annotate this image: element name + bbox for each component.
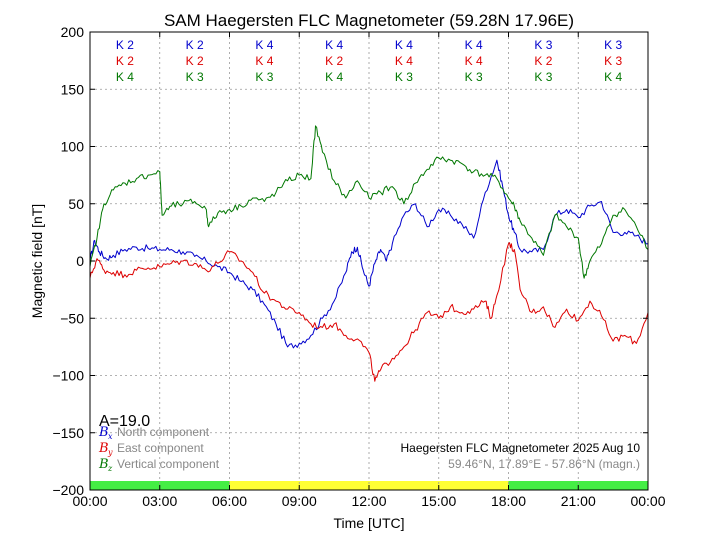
k-index-vertical: K 3 <box>186 70 204 84</box>
y-tick-label: −100 <box>52 368 84 384</box>
k-index-east: K 2 <box>116 54 134 68</box>
k-index-vertical: K 4 <box>116 70 134 84</box>
k-index-east: K 3 <box>604 54 622 68</box>
legend-symbol-subscript: x <box>108 432 113 441</box>
station-info-line2: 59.46°N, 17.89°E - 57.86°N (magn.) <box>448 457 640 471</box>
tick-labels: 00:00 03:00 06:00 09:00 12:00 15:00 18:00 21:00… <box>52 24 665 509</box>
legend-symbol: B <box>98 425 109 440</box>
k-index-north: K 3 <box>534 38 552 52</box>
k-index-north: K 4 <box>465 38 483 52</box>
grid-lines <box>90 32 648 490</box>
y-tick-label: −200 <box>52 482 84 498</box>
legend-entry-label: North component <box>117 425 210 439</box>
y-tick-label: 50 <box>68 196 84 212</box>
k-index-east: K 2 <box>325 54 343 68</box>
x-tick-label: 12:00 <box>351 493 386 509</box>
k-index-vertical: K 3 <box>534 70 552 84</box>
k-index-east: K 2 <box>534 54 552 68</box>
a-index-label: A=19.0 <box>99 413 150 430</box>
y-tick-label: 200 <box>61 24 85 40</box>
k-index-vertical: K 3 <box>395 70 413 84</box>
k-index-north: K 2 <box>116 38 134 52</box>
k-index-vertical: K 3 <box>465 70 483 84</box>
series-layer <box>89 125 649 382</box>
k-index-vertical: K 3 <box>255 70 273 84</box>
k-index-north: K 4 <box>325 38 343 52</box>
x-tick-label: 00:00 <box>72 493 107 509</box>
x-tick-label: 03:00 <box>142 493 177 509</box>
axis-ticks <box>89 31 649 491</box>
k-index-east: K 4 <box>255 54 273 68</box>
y-tick-label: −150 <box>52 425 84 441</box>
x-tick-label: 15:00 <box>421 493 456 509</box>
y-tick-label: 0 <box>76 253 84 269</box>
legend-symbol-subscript: y <box>107 448 113 457</box>
k-index-east: K 4 <box>465 54 483 68</box>
k-index-east: K 2 <box>186 54 204 68</box>
legend-symbol: B <box>98 441 109 456</box>
legend-symbol: B <box>98 457 109 472</box>
y-tick-label: 150 <box>61 81 85 97</box>
x-tick-label: 00:00 <box>630 493 665 509</box>
x-tick-label: 09:00 <box>282 493 317 509</box>
legend-entry-label: Vertical component <box>117 457 220 471</box>
legend-symbol-subscript: z <box>107 464 113 473</box>
k-index-vertical: K 4 <box>325 70 343 84</box>
x-tick-label: 18:00 <box>491 493 526 509</box>
y-tick-label: 100 <box>61 139 85 155</box>
y-axis-label: Magnetic field [nT] <box>29 204 45 318</box>
k-index-layer: K 2 K 2 K 4 K 4 K 4 K 4 K 3 K 3 K 2 K 2 K 4 K 2 K 4 K… <box>116 38 623 84</box>
station-info-line1: Haegersten FLC Magnetometer 2025 Aug 10 <box>401 441 641 455</box>
x-tick-label: 06:00 <box>212 493 247 509</box>
k-index-north: K 3 <box>604 38 622 52</box>
x-tick-label: 21:00 <box>561 493 596 509</box>
k-index-east: K 4 <box>395 54 413 68</box>
series-line-z <box>89 125 649 279</box>
k-index-north: K 4 <box>255 38 273 52</box>
k-index-vertical: K 4 <box>604 70 622 84</box>
series-line-y <box>89 242 649 382</box>
x-axis-label: Time [UTC] <box>333 515 404 531</box>
legend-entry-label: East component <box>117 441 204 455</box>
y-tick-label: −50 <box>60 310 84 326</box>
k-index-north: K 4 <box>395 38 413 52</box>
chart-title: SAM Haegersten FLC Magnetometer (59.28N … <box>164 11 574 30</box>
k-index-north: K 2 <box>186 38 204 52</box>
